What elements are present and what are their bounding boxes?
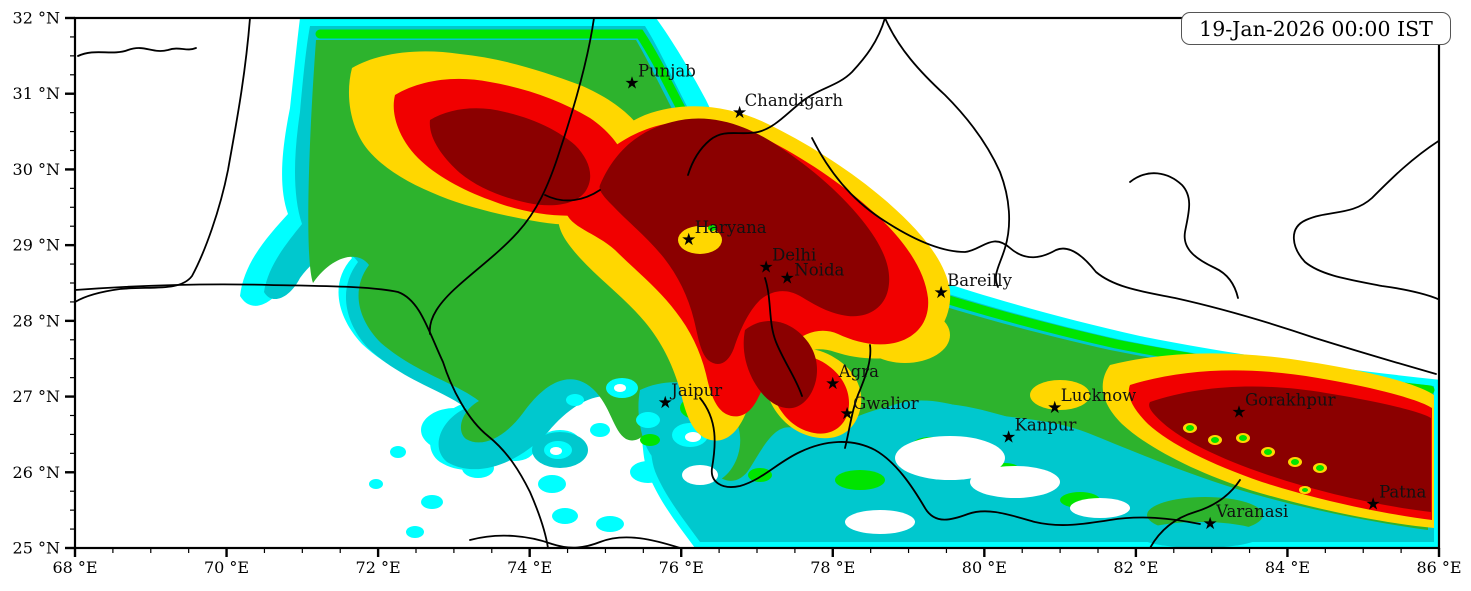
city-markers: ★Punjab★Chandigarh★Haryana★Delhi★ Noida★B… [624,61,1426,534]
teal-varanasi [1138,522,1262,548]
star-icon: ★ [624,73,639,93]
star-icon: ★ [658,393,673,413]
star-icon: ★ [1047,398,1062,418]
yellow-haryana-patch [678,226,722,254]
y-tick-label: 28 °N [13,311,60,330]
white-pockets [682,436,1130,534]
x-tick-label: 76 °E [659,558,704,577]
city-label: Lucknow [1061,386,1137,405]
darkred-central [599,118,890,364]
y-tick-label: 27 °N [13,387,60,406]
star-icon: ★ [934,283,949,303]
city-kanpur: ★Kanpur [1001,416,1077,448]
axes: 68 °E 70 °E 72 °E 74 °E 76 °E 78 °E 80 °E 82 °E… [13,9,1462,578]
city-label: Haryana [695,218,767,237]
city-label: Punjab [638,61,696,80]
x-tick-label: 86 °E [1416,558,1461,577]
city-lucknow: ★Lucknow [1047,386,1136,418]
x-tick-label: 84 °E [1265,558,1310,577]
city-punjab: ★Punjab [624,61,696,93]
y-tick-label: 31 °N [13,84,60,103]
east-specks [1183,423,1327,494]
y-tick-label: 30 °N [13,160,60,179]
city-label: Kanpur [1015,416,1077,435]
darkred-east [1149,386,1431,512]
city-gorakhpur: ★Gorakhpur [1231,391,1335,423]
city-gwalior: ★Gwalior [840,394,919,424]
star-icon: ★ [1231,403,1246,423]
plot-frame [73,16,1441,550]
x-tick-label: 82 °E [1113,558,1158,577]
x-tick-label: 78 °E [810,558,855,577]
star-icon: ★ [1001,428,1016,448]
city-agra: ★Agra [825,362,879,394]
city-varanasi: ★Varanasi [1203,502,1289,534]
city-label: Jaipur [669,381,722,400]
star-icon: ★ [840,404,855,424]
x-tick-label: 74 °E [507,558,552,577]
star-icon: ★ [758,257,773,277]
admin-borders [75,18,1439,548]
city-label: Agra [838,362,879,381]
city-delhi: ★Delhi [758,245,816,277]
x-tick-label: 68 °E [52,558,97,577]
city-label: Bareilly [947,271,1012,290]
city-jaipur: ★Jaipur [658,381,723,413]
city-label: Gwalior [853,394,919,413]
star-icon: ★ [780,269,795,289]
y-tick-label: 26 °N [13,463,60,482]
y-tick-label: 29 °N [13,236,60,255]
city-label: Patna [1379,482,1426,501]
city-haryana: ★Haryana [681,218,767,250]
city-label: Chandigarh [745,91,844,110]
star-icon: ★ [825,374,840,394]
x-tick-label: 80 °E [962,558,1007,577]
star-icon: ★ [1203,514,1218,534]
star-icon: ★ [732,103,747,123]
city-chandigarh: ★Chandigarh [732,91,843,123]
star-icon: ★ [1365,494,1380,514]
y-tick-label: 32 °N [13,9,60,28]
city-patna: ★Patna [1365,482,1426,514]
x-tick-label: 70 °E [204,558,249,577]
y-tick-label: 25 °N [13,539,60,558]
timestamp-badge: 19-Jan-2026 00:00 IST [1181,12,1451,45]
darkred-northwest [429,108,591,206]
timestamp-text: 19-Jan-2026 00:00 IST [1199,16,1433,41]
x-tick-label: 72 °E [356,558,401,577]
city-label: Noida [794,261,844,280]
city-noida: ★ Noida [780,261,845,289]
city-label: Varanasi [1215,502,1288,521]
raster-layers [75,18,1439,548]
city-label: Gorakhpur [1245,391,1336,410]
city-label: Delhi [772,245,816,264]
yellow-lucknow-east [1030,380,1090,410]
star-icon: ★ [681,230,696,250]
city-bareilly: ★Bareilly [934,271,1013,303]
